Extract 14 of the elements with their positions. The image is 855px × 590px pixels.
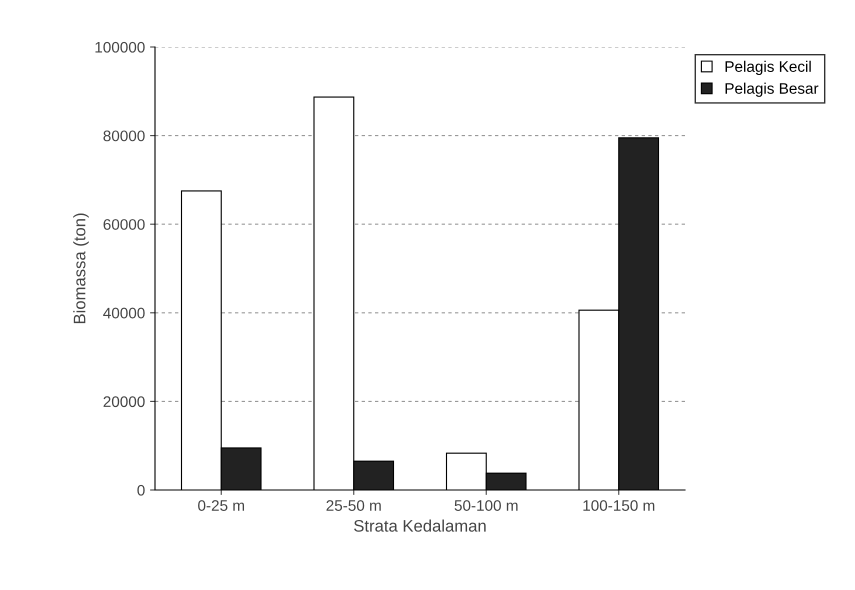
x-axis-title: Strata Kedalaman [354,520,486,532]
legend-label: Pelagis Besar [726,82,818,97]
y-tick-label: 100000 [95,42,145,53]
y-axis-title: Biomassa (ton) [73,213,89,324]
y-tick-label: 20000 [104,396,145,408]
y-tick-label: 80000 [103,130,145,142]
y-tick-label: 0 [137,484,145,496]
x-tick-label: 50-100 m [454,500,518,511]
x-tick-label: 100-150 m [583,500,654,511]
legend-label: Pelagis Kecil [726,60,811,75]
y-tick-label: 40000 [103,308,145,318]
x-tick-label: 25-50 m [326,500,381,511]
x-tick-label: 0-25 m [198,500,244,511]
y-tick-label: 60000 [104,219,145,230]
